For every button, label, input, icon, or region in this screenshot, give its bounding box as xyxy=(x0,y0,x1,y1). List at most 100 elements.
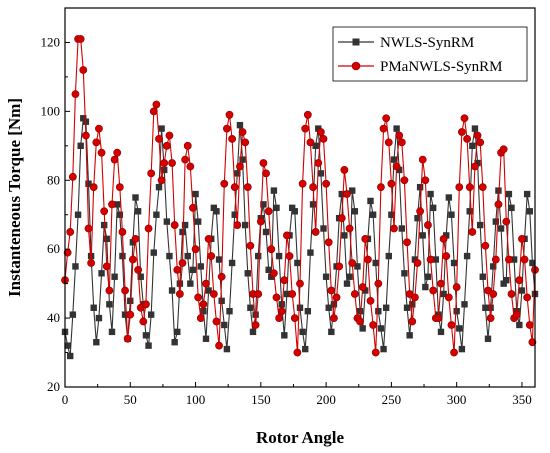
pmanwls-point xyxy=(477,139,484,146)
pmanwls-point xyxy=(445,294,452,301)
nwls-point xyxy=(247,305,253,311)
y-tick-label-120: 120 xyxy=(41,34,61,49)
nwls-point xyxy=(480,274,486,280)
nwls-point xyxy=(506,191,512,197)
pmanwls-point xyxy=(448,321,455,328)
pmanwls-point xyxy=(231,184,238,191)
nwls-point xyxy=(132,194,138,200)
x-tick-label-150: 150 xyxy=(251,392,271,407)
pmanwls-point xyxy=(302,125,309,132)
nwls-point xyxy=(375,308,381,314)
nwls-point xyxy=(226,308,232,314)
pmanwls-point xyxy=(356,318,363,325)
pmanwls-point xyxy=(521,256,528,263)
nwls-point xyxy=(519,287,525,293)
pmanwls-point xyxy=(328,287,335,294)
pmanwls-point xyxy=(67,228,74,235)
pmanwls-point xyxy=(210,290,217,297)
pmanwls-point xyxy=(226,111,233,118)
pmanwls-point xyxy=(127,311,134,318)
nwls-point xyxy=(299,329,305,335)
pmanwls-point xyxy=(343,190,350,197)
pmanwls-point xyxy=(312,228,319,235)
pmanwls-point xyxy=(184,142,191,149)
pmanwls-point xyxy=(307,139,314,146)
nwls-point xyxy=(393,125,399,131)
nwls-point xyxy=(263,229,269,235)
nwls-point xyxy=(252,311,258,317)
y-axis-label: Instanteneous Torque [Nm] xyxy=(5,98,24,297)
pmanwls-point xyxy=(482,242,489,249)
pmanwls-point xyxy=(129,256,136,263)
pmanwls-point xyxy=(398,139,405,146)
nwls-point xyxy=(357,308,363,314)
pmanwls-point xyxy=(474,132,481,139)
pmanwls-point xyxy=(221,180,228,187)
pmanwls-point xyxy=(375,280,382,287)
pmanwls-point xyxy=(466,184,473,191)
nwls-point xyxy=(91,305,97,311)
pmanwls-point xyxy=(85,225,92,232)
nwls-point xyxy=(281,332,287,338)
pmanwls-point xyxy=(411,294,418,301)
pmanwls-point xyxy=(518,235,525,242)
nwls-point xyxy=(198,263,204,269)
nwls-point xyxy=(438,329,444,335)
pmanwls-point xyxy=(218,273,225,280)
nwls-point xyxy=(171,339,177,345)
nwls-point xyxy=(323,274,329,280)
nwls-point xyxy=(370,212,376,218)
pmanwls-point xyxy=(95,125,102,132)
pmanwls-point xyxy=(383,115,390,122)
pmanwls-point xyxy=(385,139,392,146)
nwls-point xyxy=(177,280,183,286)
nwls-point xyxy=(237,122,243,128)
pmanwls-point xyxy=(150,108,157,115)
pmanwls-point xyxy=(490,290,497,297)
nwls-point xyxy=(156,184,162,190)
nwls-point xyxy=(179,229,185,235)
pmanwls-point xyxy=(244,184,251,191)
nwls-point xyxy=(477,222,483,228)
y-tick-label-100: 100 xyxy=(41,103,61,118)
nwls-point xyxy=(96,315,102,321)
pmanwls-point xyxy=(121,287,128,294)
pmanwls-point xyxy=(362,235,369,242)
pmanwls-point xyxy=(516,277,523,284)
x-tick-label-200: 200 xyxy=(316,392,336,407)
nwls-point xyxy=(276,253,282,259)
nwls-point xyxy=(406,332,412,338)
nwls-point xyxy=(221,322,227,328)
nwls-point xyxy=(148,311,154,317)
pmanwls-point xyxy=(380,125,387,132)
nwls-point xyxy=(302,346,308,352)
nwls-point xyxy=(187,280,193,286)
nwls-point xyxy=(367,198,373,204)
nwls-point xyxy=(145,342,151,348)
pmanwls-point xyxy=(106,287,113,294)
legend-label-pmanwls-synrm: PMaNWLS-SynRM xyxy=(380,59,503,75)
pmanwls-point xyxy=(116,184,123,191)
pmanwls-point xyxy=(505,256,512,263)
pmanwls-point xyxy=(450,349,457,356)
pmanwls-point xyxy=(255,290,262,297)
pmanwls-point xyxy=(270,270,277,277)
nwls-point xyxy=(344,280,350,286)
pmanwls-point xyxy=(205,235,212,242)
pmanwls-point xyxy=(281,277,288,284)
nwls-point xyxy=(467,208,473,214)
pmanwls-point xyxy=(114,149,121,156)
nwls-point xyxy=(169,287,175,293)
pmanwls-point xyxy=(453,283,460,290)
nwls-point xyxy=(104,236,110,242)
pmanwls-point xyxy=(388,180,395,187)
pmanwls-point xyxy=(93,139,100,146)
pmanwls-point xyxy=(492,256,499,263)
nwls-point xyxy=(174,329,180,335)
pmanwls-point xyxy=(341,166,348,173)
x-tick-label-100: 100 xyxy=(186,392,206,407)
nwls-point xyxy=(359,325,365,331)
pmanwls-point xyxy=(291,314,298,321)
pmanwls-point xyxy=(471,163,478,170)
pmanwls-point xyxy=(424,221,431,228)
